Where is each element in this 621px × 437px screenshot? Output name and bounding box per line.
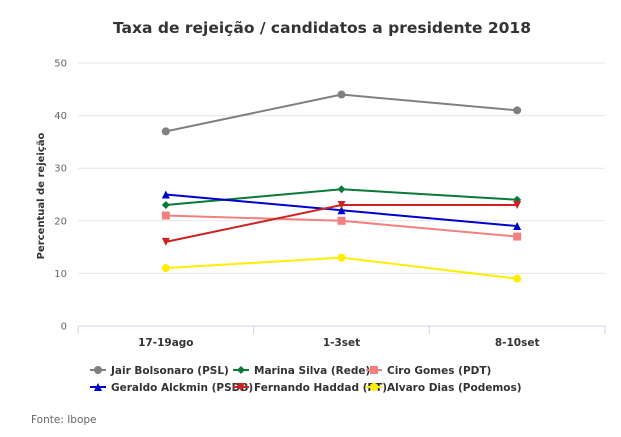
y-tick-label: 20 (54, 216, 67, 227)
legend-symbol (237, 383, 245, 391)
data-point[interactable] (337, 201, 346, 210)
data-point[interactable] (337, 253, 346, 262)
legend-item[interactable]: Geraldo Alckmin (PSDB) (90, 382, 253, 394)
y-tick-label: 30 (54, 164, 67, 175)
legend: Jair Bolsonaro (PSL) Marina Silva (Rede) C… (90, 365, 522, 394)
data-point[interactable] (161, 264, 170, 273)
legend-label: Jair Bolsonaro (PSL) (110, 365, 229, 377)
legend-symbol (237, 366, 245, 374)
source-note: Fonte: Ibope (31, 414, 97, 426)
series-fernando-haddad-pt (161, 201, 522, 246)
y-tick-label: 50 (54, 59, 67, 70)
legend-label: Alvaro Dias (Podemos) (387, 382, 522, 394)
y-axis-label: Percentual de rejeição (36, 132, 47, 259)
series-ciro-gomes-pdt (161, 211, 522, 241)
x-axis: 17-19ago 1-3set 8-10set (77, 325, 606, 349)
data-point[interactable] (161, 127, 170, 136)
data-point[interactable] (337, 90, 346, 99)
y-tick-label: 0 (61, 322, 67, 333)
series-alvaro-dias-podemos (161, 253, 522, 283)
series-line (165, 93, 518, 133)
x-tick-label: 8-10set (495, 337, 540, 349)
data-point[interactable] (161, 201, 170, 210)
data-point[interactable] (161, 190, 170, 199)
legend-label: Marina Silva (Rede) (254, 365, 370, 377)
legend-label: Ciro Gomes (PDT) (387, 365, 491, 377)
y-tick-label: 10 (54, 269, 67, 280)
legend-item[interactable]: Alvaro Dias (Podemos) (366, 382, 522, 394)
data-point[interactable] (513, 201, 522, 210)
data-point[interactable] (513, 222, 522, 231)
x-tick-label: 17-19ago (138, 337, 193, 349)
y-axis-ticks: 0 10 20 30 40 50 (54, 59, 67, 333)
legend-symbol (370, 383, 378, 391)
data-point[interactable] (513, 232, 522, 241)
x-tick-label: 1-3set (323, 337, 360, 349)
legend-label: Geraldo Alckmin (PSDB) (111, 382, 253, 394)
legend-symbol (370, 366, 378, 374)
data-point[interactable] (337, 185, 346, 194)
series-jair-bolsonaro-psl (161, 90, 522, 136)
legend-symbol (94, 366, 102, 374)
legend-item[interactable]: Marina Silva (Rede) (233, 365, 370, 377)
legend-item[interactable]: Fernando Haddad (PT) (233, 382, 387, 394)
chart-title: Taxa de rejeição / candidatos a presiden… (113, 19, 531, 37)
data-point[interactable] (337, 206, 346, 215)
data-point[interactable] (161, 237, 170, 246)
legend-item[interactable]: Jair Bolsonaro (PSL) (90, 365, 229, 377)
series-geraldo-alckmin-psdb (161, 190, 522, 231)
series-group (161, 90, 522, 283)
legend-item[interactable]: Ciro Gomes (PDT) (366, 365, 491, 377)
data-point[interactable] (513, 274, 522, 283)
data-point[interactable] (513, 106, 522, 115)
y-tick-label: 40 (54, 111, 67, 122)
legend-label: Fernando Haddad (PT) (254, 382, 387, 394)
legend-symbol (94, 383, 102, 391)
data-point[interactable] (337, 216, 346, 225)
data-point[interactable] (161, 211, 170, 220)
grid (78, 62, 605, 274)
